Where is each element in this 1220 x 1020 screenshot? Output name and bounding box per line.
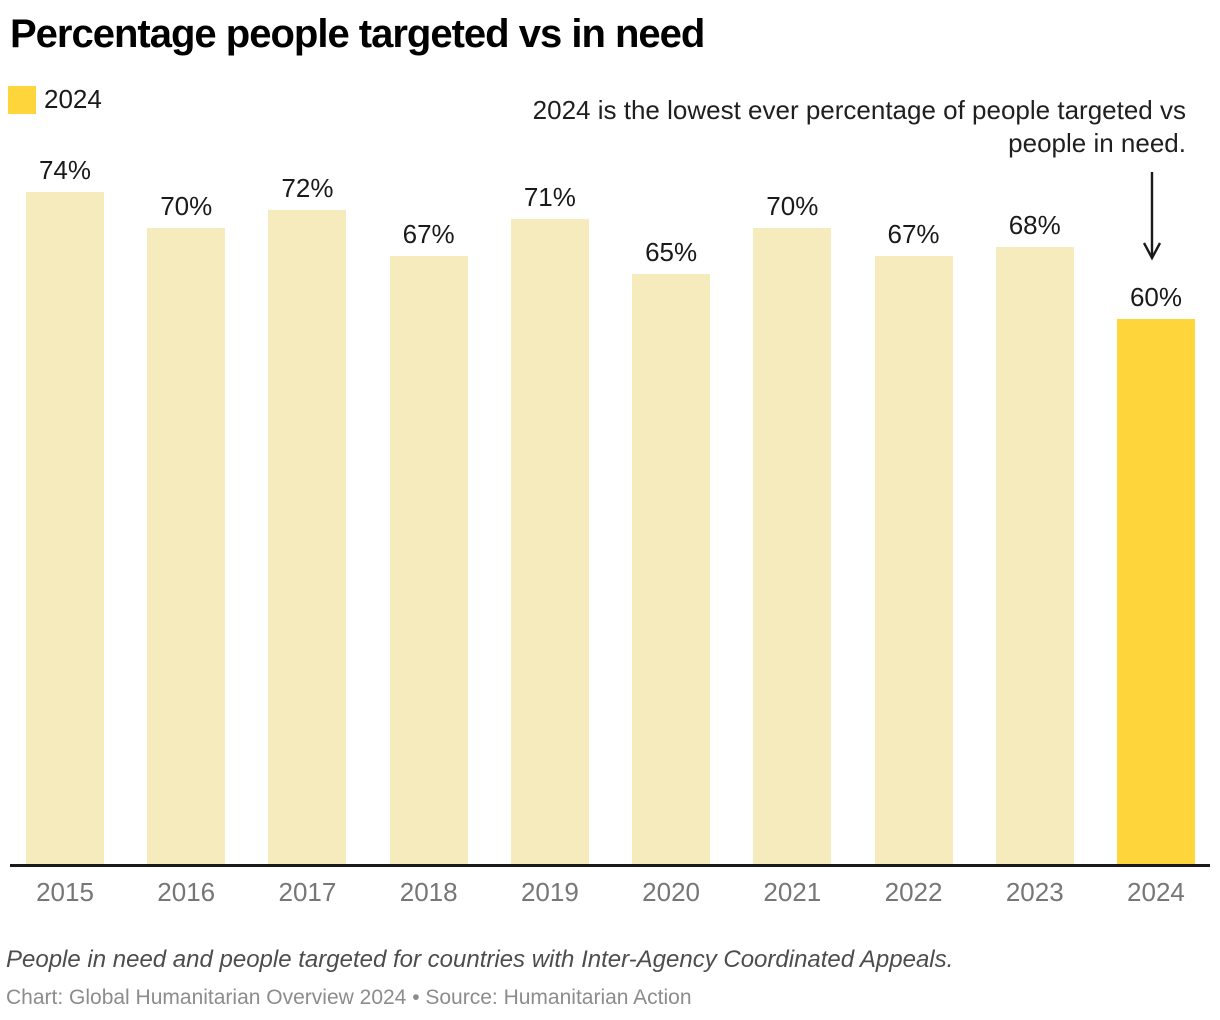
bar-2017: [268, 210, 347, 864]
bar-value-label-2015: 74%: [38, 155, 92, 186]
annotation-line-1: 2024 is the lowest ever percentage of pe…: [532, 95, 1186, 125]
annotation-line-2: people in need.: [1008, 128, 1186, 158]
x-tick-label-2024: 2024: [1127, 877, 1185, 907]
bar-2019: [510, 219, 589, 864]
x-tick-label-2022: 2022: [884, 877, 943, 907]
bar-2022: [874, 255, 953, 864]
bar-value-label-2021: 70%: [766, 191, 819, 222]
bar-value-label-2017: 72%: [281, 173, 334, 204]
bar-2016: [147, 228, 226, 864]
x-axis-labels: 2015 2016 2017 2018 2019 2020 2021 2022 2023 2024: [0, 877, 1220, 907]
bar-value-label-2019: 71%: [523, 182, 576, 213]
bar-value-label-2023: 68%: [1008, 209, 1061, 240]
bar-2018: [389, 255, 468, 864]
legend: 2024: [8, 84, 102, 115]
legend-label: 2024: [44, 84, 102, 114]
bar-2021: [753, 228, 832, 864]
x-axis-line: [10, 864, 1210, 867]
x-tick-label-2021: 2021: [763, 877, 822, 907]
arrow-down-icon: [1142, 172, 1162, 261]
bar-value-label-2020: 65%: [645, 236, 698, 267]
x-tick-label-2018: 2018: [399, 877, 458, 907]
chart-title: Percentage people targeted vs in need: [10, 12, 705, 56]
bar-2024: [1116, 319, 1195, 864]
x-tick-label-2019: 2019: [520, 877, 579, 907]
bar-value-label-2018: 67%: [402, 218, 455, 249]
x-tick-label-2017: 2017: [278, 877, 337, 907]
plot-area: 74% 70% 72% 67% 71% 65% 70% 67% 68% 60%: [26, 155, 1195, 864]
chart-note: People in need and people targeted for c…: [6, 946, 954, 973]
x-tick-label-2016: 2016: [157, 877, 216, 907]
bar-2015: [26, 192, 104, 864]
x-tick-label-2020: 2020: [642, 877, 701, 907]
annotation-text: 2024 is the lowest ever percentage of pe…: [533, 94, 1186, 160]
x-tick-label-2023: 2023: [1005, 877, 1064, 907]
legend-swatch-2024: [8, 85, 36, 114]
bar-value-label-2022: 67%: [887, 218, 940, 249]
bar-value-label-2016: 70%: [160, 191, 213, 222]
bar-2020: [632, 273, 711, 864]
chart-credit: Chart: Global Humanitarian Overview 2024…: [6, 986, 692, 1009]
bar-2023: [995, 246, 1074, 864]
bar-value-label-2024: 60%: [1129, 282, 1182, 313]
x-tick-label-2015: 2015: [36, 877, 94, 907]
